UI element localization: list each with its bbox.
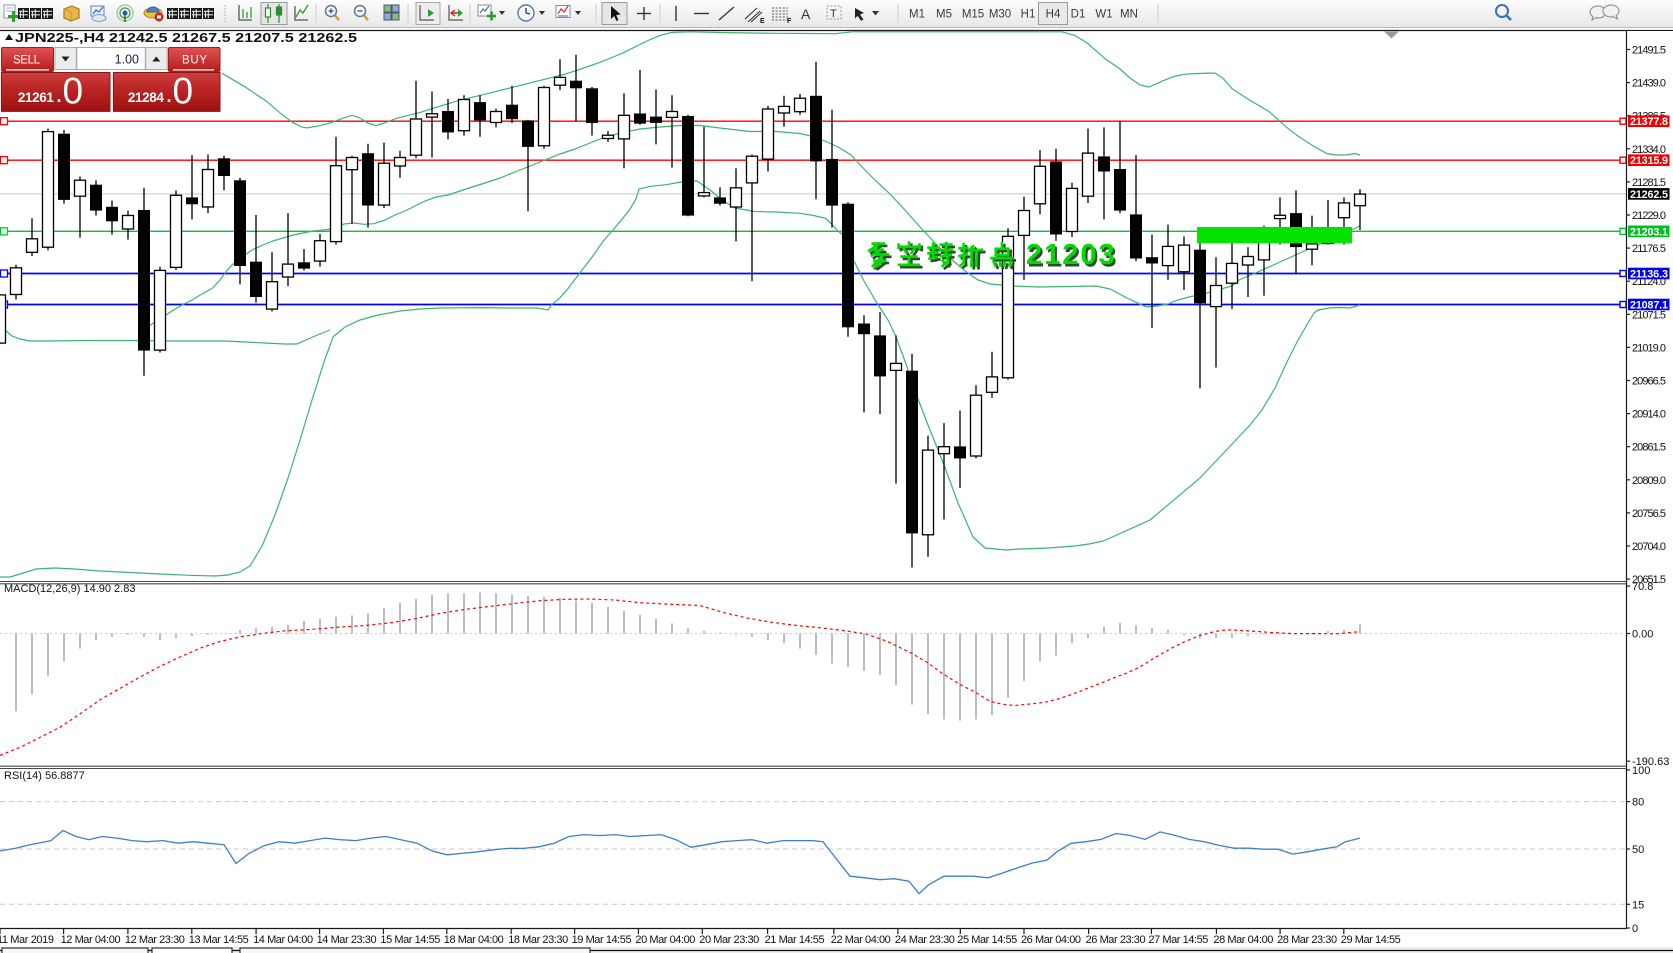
svg-text:0: 0: [63, 71, 84, 112]
svg-text:24 Mar 23:30: 24 Mar 23:30: [895, 934, 955, 946]
svg-text:21071.5: 21071.5: [1632, 309, 1666, 321]
svg-text:28 Mar 04:00: 28 Mar 04:00: [1213, 934, 1273, 946]
svg-text:27 Mar 14:55: 27 Mar 14:55: [1148, 934, 1208, 946]
svg-text:25 Mar 14:55: 25 Mar 14:55: [957, 934, 1017, 946]
svg-text:20914.0: 20914.0: [1632, 409, 1666, 421]
svg-text:MACD(12,26,9) 14.90 2.83: MACD(12,26,9) 14.90 2.83: [4, 583, 135, 595]
svg-text:M30: M30: [989, 9, 1011, 21]
svg-text:21019.0: 21019.0: [1632, 342, 1666, 354]
svg-text:T: T: [830, 8, 837, 20]
svg-text:1.00: 1.00: [115, 53, 139, 67]
svg-text:29 Mar 14:55: 29 Mar 14:55: [1341, 934, 1401, 946]
svg-text:E: E: [760, 18, 765, 25]
svg-text:0: 0: [1632, 923, 1638, 935]
svg-text:13 Mar 14:55: 13 Mar 14:55: [189, 934, 249, 946]
svg-text:SELL: SELL: [13, 55, 41, 67]
svg-text:M1: M1: [909, 9, 925, 21]
svg-text:21229.0: 21229.0: [1632, 210, 1666, 222]
svg-text:15 Mar 14:55: 15 Mar 14:55: [380, 934, 440, 946]
svg-text:21315.9: 21315.9: [1630, 155, 1668, 167]
svg-text:22 Mar 04:00: 22 Mar 04:00: [831, 934, 891, 946]
svg-text:21087.1: 21087.1: [1630, 300, 1668, 312]
svg-text:21203.1: 21203.1: [1630, 226, 1668, 238]
svg-text:19 Mar 14:55: 19 Mar 14:55: [572, 934, 632, 946]
svg-text:20809.0: 20809.0: [1632, 475, 1666, 487]
svg-text:21262.5: 21262.5: [1630, 189, 1668, 201]
svg-text:11 Mar 2019: 11 Mar 2019: [0, 934, 54, 946]
svg-text:80: 80: [1632, 797, 1644, 809]
svg-text:20966.5: 20966.5: [1632, 376, 1666, 388]
svg-text:21176.5: 21176.5: [1632, 243, 1666, 255]
svg-text:0: 0: [173, 71, 194, 112]
svg-text:RSI(14) 56.8877: RSI(14) 56.8877: [4, 770, 85, 782]
svg-text:21284: 21284: [128, 90, 164, 105]
svg-text:21439.0: 21439.0: [1632, 78, 1666, 90]
svg-text:W1: W1: [1095, 9, 1112, 21]
svg-text:H4: H4: [1046, 9, 1061, 21]
svg-text:18 Mar 23:30: 18 Mar 23:30: [508, 934, 568, 946]
svg-text:100: 100: [1632, 765, 1650, 777]
svg-text:20651.5: 20651.5: [1632, 574, 1666, 586]
svg-text:20 Mar 23:30: 20 Mar 23:30: [699, 934, 759, 946]
svg-text:21377.8: 21377.8: [1630, 116, 1668, 128]
svg-text:0.00: 0.00: [1632, 629, 1653, 641]
svg-text:15: 15: [1632, 899, 1644, 911]
svg-text:70.8: 70.8: [1632, 581, 1653, 593]
svg-text:50: 50: [1632, 844, 1644, 856]
svg-text:14 Mar 23:30: 14 Mar 23:30: [317, 934, 377, 946]
svg-text:.: .: [57, 86, 62, 106]
svg-text:21334.0: 21334.0: [1632, 144, 1666, 156]
svg-text:BUY: BUY: [182, 55, 207, 67]
svg-text:26 Mar 23:30: 26 Mar 23:30: [1086, 934, 1146, 946]
svg-text:21 Mar 14:55: 21 Mar 14:55: [765, 934, 825, 946]
svg-text:21136.3: 21136.3: [1630, 269, 1668, 281]
svg-text:12 Mar 23:30: 12 Mar 23:30: [125, 934, 185, 946]
svg-text:20756.5: 20756.5: [1632, 508, 1666, 520]
svg-text:F: F: [787, 18, 792, 25]
svg-text:JPN225-,H4 21242.5 21267.5 21: JPN225-,H4 21242.5 21267.5 21207.5 21262…: [15, 31, 357, 45]
svg-text:A: A: [801, 6, 811, 22]
svg-text:18 Mar 04:00: 18 Mar 04:00: [444, 934, 504, 946]
svg-text:MN: MN: [1120, 9, 1138, 21]
svg-text:21491.5: 21491.5: [1632, 45, 1666, 57]
svg-text:21281.5: 21281.5: [1632, 177, 1666, 189]
svg-text:14 Mar 04:00: 14 Mar 04:00: [253, 934, 313, 946]
svg-text:21203: 21203: [1026, 239, 1117, 271]
svg-text:H1: H1: [1021, 9, 1036, 21]
svg-text:-190.63: -190.63: [1632, 756, 1669, 768]
svg-text:21203: 21203: [1028, 241, 1119, 273]
svg-text:20704.0: 20704.0: [1632, 541, 1666, 553]
svg-text:.: .: [167, 86, 172, 106]
svg-text:M5: M5: [936, 9, 952, 21]
svg-text:D1: D1: [1071, 9, 1086, 21]
svg-text:28 Mar 23:30: 28 Mar 23:30: [1277, 934, 1337, 946]
svg-text:26 Mar 04:00: 26 Mar 04:00: [1021, 934, 1081, 946]
svg-text:12 Mar 04:00: 12 Mar 04:00: [61, 934, 121, 946]
svg-text:M15: M15: [962, 9, 984, 21]
svg-text:21261: 21261: [18, 90, 54, 105]
svg-text:20861.5: 20861.5: [1632, 442, 1666, 454]
svg-text:20 Mar 04:00: 20 Mar 04:00: [635, 934, 695, 946]
